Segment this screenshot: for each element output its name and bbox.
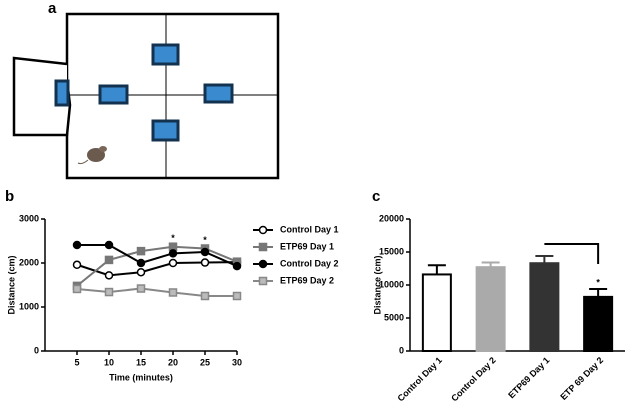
- x-axis-title: Time (minutes): [109, 372, 173, 382]
- series-line: [77, 243, 238, 267]
- x-tick-label: ETP 69 Day 2: [558, 355, 605, 402]
- data-point: [232, 261, 242, 271]
- annotation: *: [171, 233, 175, 243]
- data-point: [168, 258, 178, 268]
- panel-label: b: [5, 188, 14, 205]
- data-point: [104, 240, 114, 250]
- data-point: [104, 255, 114, 265]
- y-tick-label: 15000: [379, 246, 404, 256]
- maze-diagram: [12, 12, 280, 180]
- legend-label: Control Day 1: [280, 224, 339, 234]
- x-tick-label: 30: [232, 357, 242, 367]
- y-tick-label: 2000: [19, 257, 39, 267]
- data-point: [136, 267, 146, 277]
- x-tick-label: 20: [168, 357, 178, 367]
- data-point: [168, 249, 178, 258]
- series-line: [76, 287, 237, 297]
- annotation: *: [203, 235, 207, 245]
- legend-label: Control Day 2: [280, 258, 339, 268]
- bar: [475, 266, 506, 352]
- annotation: *: [596, 277, 600, 287]
- y-tick-label: 0: [34, 345, 39, 355]
- data-point: [136, 284, 146, 293]
- legend-label: ETP69 Day 2: [280, 275, 334, 285]
- series-line: [76, 245, 238, 287]
- x-tick-label: Control Day 1: [396, 355, 444, 403]
- bar: [529, 262, 560, 352]
- bar: [421, 273, 452, 352]
- data-point: [168, 288, 178, 297]
- x-tick-label: Control Day 2: [449, 355, 497, 403]
- y-tick-label: 3000: [19, 213, 39, 223]
- legend-marker: [258, 276, 268, 286]
- x-tick-label: 10: [104, 357, 114, 367]
- series-line: [76, 261, 238, 277]
- data-point: [232, 291, 242, 301]
- data-point: [200, 247, 210, 257]
- y-tick-label: 0: [399, 345, 404, 355]
- data-point: [104, 287, 114, 297]
- data-point: [136, 258, 146, 268]
- y-tick-label: 20000: [379, 213, 404, 223]
- data-point: [200, 258, 210, 267]
- y-tick-label: 1000: [19, 301, 39, 311]
- x-tick-label: 25: [200, 357, 210, 367]
- y-axis-title: Distance (cm): [372, 255, 382, 314]
- x-tick-label: 5: [74, 357, 79, 367]
- data-point: [72, 284, 82, 294]
- data-point: [104, 271, 114, 280]
- x-tick-label: 15: [136, 357, 146, 367]
- legend-marker: [258, 225, 268, 235]
- panel-label: c: [372, 188, 380, 205]
- data-point: [136, 246, 146, 256]
- significance-bracket: [544, 242, 600, 264]
- data-point: [72, 240, 82, 250]
- bar: [583, 295, 614, 353]
- y-axis-title: Distance (cm): [6, 255, 16, 314]
- y-tick-label: 5000: [384, 312, 404, 322]
- data-point: [72, 260, 82, 270]
- x-tick-label: ETP69 Day 1: [506, 355, 551, 400]
- legend-marker: [258, 242, 268, 252]
- legend-marker: [258, 259, 268, 269]
- panel-label: a: [48, 0, 57, 17]
- mouse-icon: [77, 146, 107, 165]
- legend-label: ETP69 Day 1: [280, 241, 334, 251]
- data-point: [200, 291, 210, 301]
- y-tick-label: 10000: [379, 279, 404, 289]
